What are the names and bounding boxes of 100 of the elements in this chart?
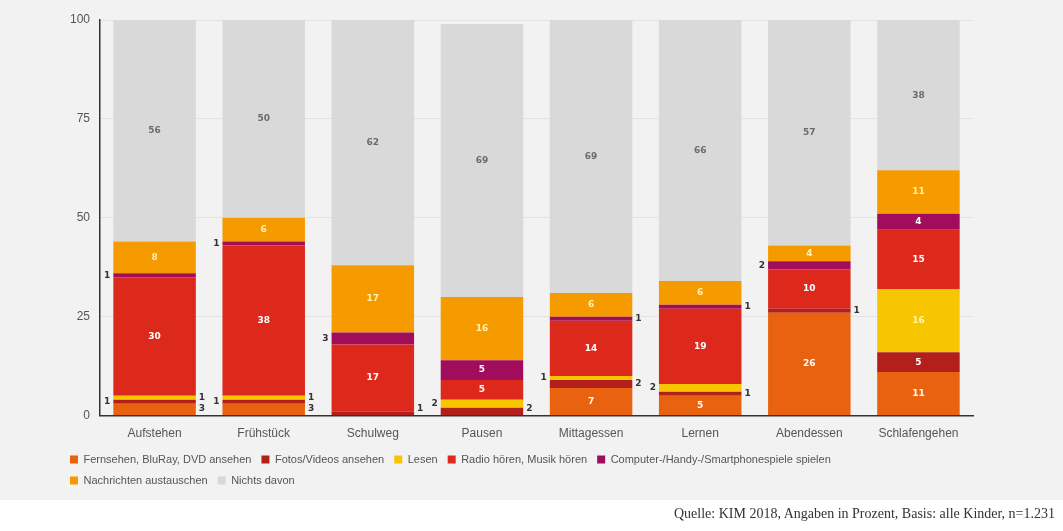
x-tick-label: Abendessen [775,426,843,441]
data-label: 3 [322,332,329,343]
data-label: 8 [151,251,158,262]
bar [440,407,524,416]
data-label: 1 [540,372,547,383]
bar [113,399,196,404]
x-tick-label: Aufstehen [127,426,182,441]
data-label: 1 [417,402,424,413]
legend-label: Lesen [407,452,438,465]
bar [222,403,305,416]
data-label: 16 [912,315,925,325]
data-label: 15 [912,253,925,264]
bar [440,399,524,408]
bar [549,380,633,388]
data-label: 4 [915,216,922,227]
data-label: 11 [912,186,925,197]
data-label: 2 [526,402,533,413]
bar [222,399,305,404]
bar [331,265,415,333]
bar [658,383,742,392]
bar [440,296,524,361]
x-tick-label: Frühstück [237,426,292,441]
data-label: 66 [693,144,707,155]
bar [113,403,196,416]
bar [658,304,742,309]
bar [549,316,633,321]
y-tick-label: 50 [76,210,91,225]
data-label: 1 [744,301,751,312]
bar [658,281,742,305]
bar [877,170,960,214]
data-label: 2 [649,382,656,393]
y-tick-label: 75 [76,111,91,126]
bar [877,372,960,416]
data-label: 5 [697,399,704,410]
bar [658,395,742,416]
data-label: 5 [915,356,922,367]
bar [768,308,851,313]
data-label: 6 [587,299,595,310]
data-label: 1 [635,313,642,324]
data-label: 5 [478,364,486,375]
bar [549,320,633,377]
bar [549,376,633,380]
data-label: 11 [912,387,925,398]
data-label: 10 [803,283,816,294]
data-label: 50 [257,113,270,124]
data-label: 57 [803,127,816,138]
x-tick-label: Mittagessen [558,426,624,441]
x-tick-label: Schulweg [346,426,399,441]
bar [113,395,196,400]
data-label: 62 [366,136,380,147]
data-label: 1 [213,396,220,407]
bar [877,289,960,353]
legend-label: Computer-/Handy-/Smartphonespiele spielen [610,452,831,465]
data-label: 19 [693,340,707,351]
data-label: 38 [912,89,925,100]
data-label: 7 [587,395,595,406]
data-label: 56 [148,125,161,136]
data-label: 1 [744,388,751,399]
bar [440,380,524,400]
legend-label: Fernsehen, BluRay, DVD ansehen [83,452,252,465]
bar [768,245,851,262]
bar [113,273,196,278]
x-tick-label: Pausen [461,426,503,441]
data-label: 1 [213,237,220,248]
legend-label: Nichts davon [231,473,295,486]
y-tick-label: 100 [69,12,91,27]
data-label: 1 [104,396,111,407]
x-tick-label: Lernen [681,426,719,441]
data-label: 6 [260,224,267,235]
data-label: 2 [635,378,642,389]
bar [113,241,196,274]
bar [877,352,960,373]
data-label: 1 [853,305,860,316]
data-label: 17 [366,293,380,304]
data-label: 69 [584,150,598,161]
data-label: 38 [257,315,270,325]
data-label: 3 [198,402,206,413]
bar [331,344,415,412]
data-label: 26 [803,358,816,369]
data-label: 1 [104,269,111,280]
data-label: 3 [307,402,315,413]
data-label: 17 [366,372,380,383]
source-note: Quelle: KIM 2018, Angaben in Prozent, Basis: alle Kinder, n=1.231 [674,506,1055,522]
legend-label: Fotos/Videos ansehen [274,452,385,465]
bar [222,245,305,396]
data-label: 2 [431,398,438,409]
legend-label: Nachrichten austauschen [83,473,208,486]
bar [549,387,633,416]
data-label: 1 [307,392,315,403]
y-tick-label: 25 [76,309,91,324]
bar [549,292,633,317]
data-label: 4 [806,247,813,258]
data-label: 6 [697,287,704,298]
bar [768,269,851,309]
data-label: 69 [475,154,489,165]
data-label: 14 [584,342,598,353]
bar [222,395,305,400]
bar [877,213,960,230]
bar [768,312,851,416]
data-label: 16 [475,322,489,333]
